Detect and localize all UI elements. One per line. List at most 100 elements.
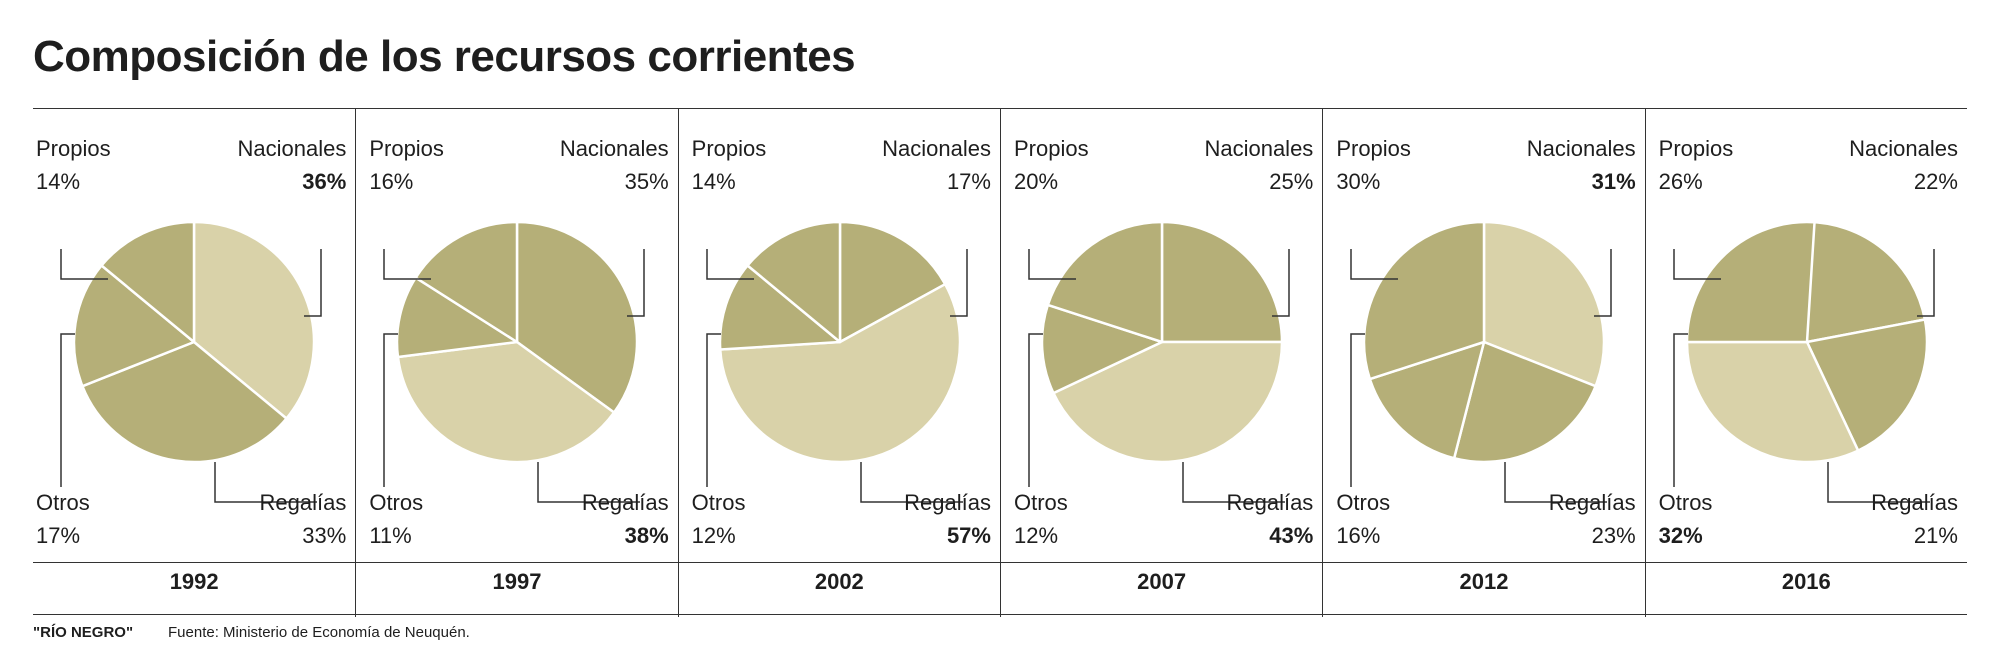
label-otros: Otros (1013, 490, 1068, 515)
label-propios: Propios (691, 136, 767, 161)
value-nacionales: 35% (624, 169, 669, 194)
pie-slice-nacionales (192, 220, 316, 420)
pie-chart (705, 220, 968, 503)
label-nacionales: Nacionales (882, 136, 991, 161)
top-rule (33, 108, 1967, 109)
label-regalias: Regalías (1548, 490, 1636, 515)
label-regalias: Regalías (1871, 490, 1958, 515)
pie-slice-otros (1685, 340, 1859, 464)
pie-slice-nacionales (1483, 220, 1606, 388)
leader-line (1271, 249, 1290, 317)
year-label: 2007 (1137, 569, 1187, 594)
value-nacionales: 25% (1269, 169, 1314, 194)
year-label: 2012 (1459, 569, 1509, 594)
leader-line (705, 249, 754, 280)
leader-line (1916, 249, 1935, 317)
value-nacionales: 31% (1591, 169, 1636, 194)
pie-slice-propios (100, 220, 196, 344)
pie-chart (1350, 220, 1613, 503)
value-propios: 14% (691, 169, 736, 194)
value-nacionales: 36% (302, 169, 347, 194)
leader-line (1028, 333, 1043, 487)
leader-line (1350, 249, 1399, 280)
label-otros: Otros (36, 490, 90, 515)
value-otros: 16% (1336, 523, 1381, 548)
leader-line (1672, 333, 1688, 487)
label-regalias: Regalías (1226, 490, 1314, 515)
label-nacionales: Nacionales (1526, 136, 1636, 161)
pie-slice-nacionales (1160, 220, 1284, 344)
leader-line (1826, 462, 1930, 503)
label-propios: Propios (369, 136, 444, 161)
pie-slice-regalias (1052, 340, 1284, 464)
leader-line (1350, 333, 1366, 487)
label-nacionales: Nacionales (1849, 136, 1958, 161)
value-regalias: 43% (1269, 523, 1314, 548)
year-label: 2016 (1781, 569, 1831, 594)
value-propios: 26% (1658, 169, 1703, 194)
value-regalias: 21% (1913, 523, 1958, 548)
pie-slice-otros (396, 276, 519, 359)
year-label: 1997 (492, 569, 542, 594)
label-nacionales: Nacionales (1204, 136, 1314, 161)
value-propios: 20% (1013, 169, 1059, 194)
pie-slice-otros (1040, 303, 1164, 395)
value-otros: 12% (691, 523, 736, 548)
leader-line (1594, 249, 1613, 317)
value-regalias: 23% (1591, 523, 1636, 548)
panel-5: Propios 26% Nacionales 22% Otros 32% Reg… (1644, 109, 1967, 617)
leader-line (627, 249, 646, 317)
leader-line (1028, 249, 1076, 280)
value-regalias: 38% (624, 523, 669, 548)
pie-slice-regalias (81, 340, 288, 464)
pie-panels: Propios 14% Nacionales 36% Otros 17% Reg… (33, 109, 1967, 617)
pie-slice-regalias (718, 282, 961, 464)
label-regalias: Regalías (904, 490, 991, 515)
panel-0: Propios 14% Nacionales 36% Otros 17% Reg… (33, 109, 355, 617)
pie-slice-regalias (1453, 340, 1598, 464)
pie-chart (1028, 220, 1290, 503)
value-propios: 14% (36, 169, 81, 194)
value-otros: 17% (36, 523, 81, 548)
label-otros: Otros (369, 490, 424, 515)
value-nacionales: 17% (946, 169, 991, 194)
leader-line (304, 249, 322, 317)
value-propios: 30% (1336, 169, 1381, 194)
label-otros: Otros (691, 490, 746, 515)
year-label: 2002 (814, 569, 864, 594)
leader-line (1504, 462, 1608, 503)
leader-line (859, 462, 963, 503)
pie-slice-otros (718, 264, 841, 351)
label-nacionales: Nacionales (559, 136, 669, 161)
label-propios: Propios (1013, 136, 1089, 161)
pie-slice-nacionales (838, 220, 947, 344)
label-otros: Otros (1336, 490, 1391, 515)
pie-slice-regalias (1805, 318, 1928, 452)
value-otros: 11% (369, 523, 412, 548)
label-propios: Propios (36, 136, 111, 161)
panel-2: Propios 14% Nacionales 17% Otros 12% Reg… (677, 109, 1000, 617)
leader-line (537, 462, 641, 503)
value-nacionales: 22% (1913, 169, 1958, 194)
year-top-rule (33, 562, 1967, 563)
value-propios: 16% (369, 169, 414, 194)
leader-line (60, 249, 108, 280)
value-otros: 12% (1013, 523, 1059, 548)
pie-slice-nacionales (516, 220, 639, 414)
leader-line (949, 249, 968, 317)
leader-line (60, 333, 75, 487)
leader-line (383, 333, 399, 487)
pie-chart (60, 220, 322, 503)
pie-slice-propios (1363, 220, 1486, 381)
panel-1: Propios 16% Nacionales 35% Otros 11% Reg… (355, 109, 677, 617)
footer-source: Fuente: Ministerio de Economía de Neuqué… (168, 624, 470, 641)
pie-slice-otros (72, 264, 196, 388)
pie-slice-regalias (397, 340, 616, 464)
value-regalias: 33% (302, 523, 347, 548)
pie-slice-propios (1685, 220, 1816, 344)
leader-line (705, 333, 721, 487)
leader-line (1672, 249, 1721, 280)
panel-4: Propios 30% Nacionales 31% Otros 16% Reg… (1322, 109, 1644, 617)
pie-slice-nacionales (1805, 220, 1926, 344)
label-nacionales: Nacionales (237, 136, 347, 161)
